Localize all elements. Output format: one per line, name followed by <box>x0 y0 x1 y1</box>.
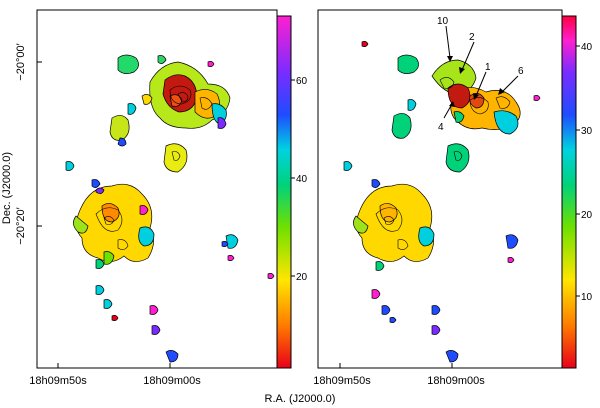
right-blob-m <box>389 316 397 324</box>
right-map-frame <box>317 9 563 369</box>
x-axis-label: R.A. (J2000.0) <box>265 393 336 405</box>
annotation-2: 2 <box>469 32 475 43</box>
left-x-tick-2: 18h09m00s <box>143 375 201 387</box>
left-blob-i <box>103 299 113 309</box>
left-blob-p <box>165 350 179 363</box>
left-main-cluster <box>73 183 155 265</box>
left-map-panel: 20 40 60 −20°00′ −20°20′ 18h09m50s 18h09… <box>15 9 308 387</box>
right-blob-i <box>507 256 515 264</box>
y-axis-label: Dec. (J2000.0) <box>1 152 13 224</box>
left-blob-o <box>151 325 161 335</box>
arrow-10 <box>445 25 451 59</box>
arrow-2 <box>461 41 475 71</box>
left-x-tick-1: 18h09m50s <box>29 375 87 387</box>
annotation-10: 10 <box>437 16 449 27</box>
left-blob-k <box>225 234 239 249</box>
left-blob-g <box>95 259 105 269</box>
right-blob-b <box>445 143 470 173</box>
arrow-6 <box>501 75 519 93</box>
annotation-6: 6 <box>518 66 524 77</box>
right-colorbar-tick-30: 30 <box>581 126 593 137</box>
right-colorbar-tick-20: 20 <box>581 210 593 221</box>
right-main-cluster <box>353 183 435 262</box>
left-y-tick-1: −20°00′ <box>15 43 27 80</box>
right-blob-f <box>371 289 381 299</box>
right-blob-l <box>445 350 459 363</box>
right-colorbar <box>561 15 577 369</box>
right-blob-k <box>431 325 441 335</box>
left-blob-q <box>267 272 275 280</box>
left-colorbar <box>276 15 292 369</box>
left-blob-l <box>221 240 229 248</box>
left-colorbar-tick-20: 20 <box>296 272 308 283</box>
left-blob-e <box>65 161 75 171</box>
left-top-cluster <box>117 54 231 129</box>
annotation-4: 4 <box>438 122 444 133</box>
right-x-tick-2: 18h09m00s <box>427 375 485 387</box>
right-blob-j <box>431 305 441 315</box>
arrow-1 <box>475 71 487 97</box>
right-colorbar-tick-10: 10 <box>581 292 593 303</box>
right-blob-h <box>505 234 519 249</box>
right-blob-g <box>381 305 391 315</box>
left-blob-n <box>149 305 159 315</box>
right-blob-c <box>343 161 353 171</box>
left-map-frame <box>36 9 278 369</box>
left-blob-m <box>227 254 235 262</box>
right-top-cluster <box>361 40 541 135</box>
left-blob-a <box>109 115 130 141</box>
right-blob-a <box>391 113 412 139</box>
left-y-tick-2: −20°20′ <box>15 207 27 244</box>
left-blob-h <box>95 285 105 295</box>
left-blob-d <box>163 143 188 173</box>
right-colorbar-tick-40: 40 <box>581 42 593 53</box>
annotation-1: 1 <box>485 62 491 73</box>
right-annotations: 10 2 1 6 4 <box>437 16 524 133</box>
left-blob-j <box>111 314 119 322</box>
left-blob-f <box>91 179 101 188</box>
arrow-4 <box>443 103 453 119</box>
left-blob-b <box>127 103 137 115</box>
right-blob-d <box>371 179 381 188</box>
right-x-tick-1: 18h09m50s <box>313 375 371 387</box>
right-map-panel: 10 2 1 6 4 10 20 30 40 18h09m50s 18h09m0 <box>313 9 593 387</box>
right-blob-e <box>375 261 385 271</box>
left-colorbar-tick-60: 60 <box>296 76 308 87</box>
left-blob-c <box>117 137 127 147</box>
left-colorbar-tick-40: 40 <box>296 174 308 185</box>
